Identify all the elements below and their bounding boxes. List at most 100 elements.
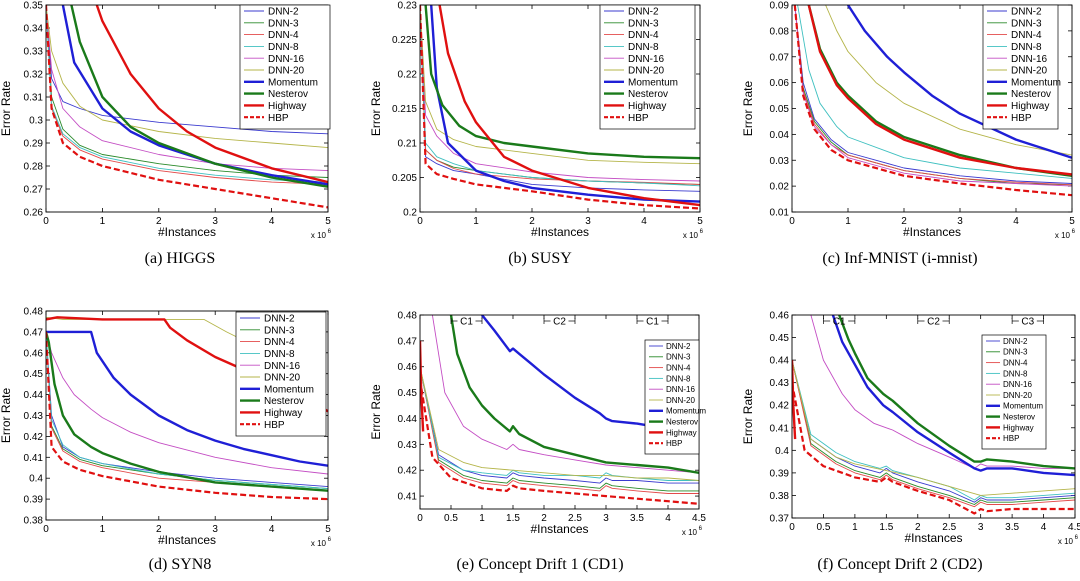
series-line-dnn-20 [420, 366, 699, 481]
y-tick-label: 0.45 [398, 388, 418, 399]
series-line-highway [420, 340, 425, 432]
x-tick-label: 0.5 [816, 522, 830, 533]
y-tick-label: 0.47 [24, 327, 44, 338]
y-tick-label: 0.4 [775, 446, 789, 457]
series-line-dnn-4 [794, 5, 1072, 186]
chart-svg-cd2: 0.37 0.38 0.39 0.4 0.41 0.42 0.43 0.44 0.45 0.46 0… [741, 311, 1080, 547]
legend-label: DNN-20 [1011, 66, 1048, 77]
x-exponent-label: x 10 [311, 231, 327, 240]
x-tick-label: 3.5 [630, 513, 644, 524]
legend-label: DNN-3 [666, 353, 691, 362]
caption-higgs: (a) HIGGS [144, 250, 216, 267]
legend-label: DNN-4 [268, 30, 299, 41]
y-tick-label: 0.46 [770, 311, 790, 322]
x-tick-label: 1 [479, 513, 485, 524]
legend-label: DNN-2 [1003, 337, 1028, 346]
y-tick-label: 0.08 [770, 26, 790, 37]
x-exponent-label: x 10 [1055, 231, 1071, 240]
x-axis-label: #Instances [158, 225, 216, 239]
chart-panel-infmnist: 0.01 0.02 0.03 0.04 0.05 0.06 0.07 0.08 0.09 0 1 2 3… [720, 0, 1080, 290]
y-tick-label: 0.44 [398, 414, 418, 425]
caption-cd1: (e) Concept Drift 1 (CD1) [456, 556, 624, 573]
y-tick-label: 0.34 [24, 24, 44, 35]
legend-box [644, 339, 700, 455]
x-tick-label: 3 [603, 513, 609, 524]
y-tick-label: 0.3 [29, 116, 43, 127]
y-tick-label: 0.215 [392, 104, 417, 115]
y-tick-label: 0.27 [24, 185, 44, 196]
x-axis-label: #Instances [158, 533, 216, 547]
series-line-dnn-4 [792, 360, 1075, 508]
y-tick-label: 0.43 [398, 440, 418, 451]
x-axis-label: #Instances [904, 531, 962, 545]
x-axis-label: #Instances [530, 522, 588, 536]
legend-label: DNN-3 [268, 18, 299, 29]
series-line-dnn-16 [46, 5, 328, 172]
series-line-dnn-20 [792, 359, 1075, 496]
legend-label: DNN-8 [1011, 42, 1042, 53]
legend-label: Momentum [628, 77, 678, 88]
legend-label: HBP [1011, 113, 1032, 124]
series-line-highway [95, 5, 328, 184]
chart-panel-cd1: 0.41 0.42 0.43 0.44 0.45 0.46 0.47 0.48 0 0.5 1 1.5… [360, 295, 720, 581]
y-tick-label: 0.02 [770, 182, 790, 193]
y-tick-label: 0.07 [770, 52, 790, 63]
legend-label: DNN-20 [628, 66, 665, 77]
x-exponent-power: 6 [700, 229, 704, 235]
y-tick-label: 0.26 [24, 208, 44, 219]
x-axis-label: #Instances [531, 225, 589, 239]
series-line-nesterov [449, 315, 699, 474]
series-line-dnn-20 [420, 5, 700, 165]
legend-label: DNN-16 [264, 361, 301, 372]
x-tick-label: 0 [789, 522, 795, 533]
y-tick-label: 0.06 [770, 78, 790, 89]
legend-label: DNN-16 [268, 54, 305, 65]
series-group [792, 315, 1075, 515]
legend-label: Momentum [1003, 402, 1043, 411]
x-tick-label: 3 [957, 216, 963, 227]
x-tick-label: 4.5 [692, 513, 706, 524]
legend-label: DNN-8 [1003, 369, 1028, 378]
legend-label: DNN-16 [1011, 54, 1048, 65]
series-line-nesterov [46, 331, 328, 492]
y-tick-label: 0.22 [398, 70, 418, 81]
y-tick-label: 0.32 [24, 70, 44, 81]
y-tick-label: 0.44 [24, 390, 44, 401]
legend-label: DNN-3 [628, 18, 659, 29]
chart-svg-susy: 0.2 0.205 0.21 0.215 0.22 0.225 0.23 0 1 2 3 4 5 #Ins… [369, 1, 704, 241]
legend-label: DNN-4 [1011, 30, 1042, 41]
x-tick-label: 1 [473, 216, 479, 227]
x-tick-label: 4 [1041, 522, 1047, 533]
legend-label: DNN-4 [1003, 358, 1028, 367]
y-axis-label: Error Rate [741, 81, 755, 137]
y-tick-label: 0.05 [770, 104, 790, 115]
y-tick-label: 0.23 [398, 1, 418, 12]
y-tick-label: 0.41 [24, 453, 44, 464]
x-tick-label: 1 [100, 216, 106, 227]
chart-svg-infmnist: 0.01 0.02 0.03 0.04 0.05 0.06 0.07 0.08 0.09 0 1 2 3… [741, 1, 1076, 241]
legend-box [981, 334, 1047, 450]
y-tick-label: 0.37 [770, 514, 790, 525]
x-tick-label: 4 [641, 216, 647, 227]
legend-label: HBP [628, 113, 649, 124]
plot-frame [791, 4, 1073, 213]
chart-svg-syn8: 0.38 0.39 0.4 0.41 0.42 0.43 0.44 0.45 0.46 0.47 0… [0, 307, 332, 549]
y-tick-label: 0.04 [770, 130, 790, 141]
legend-box [235, 311, 327, 437]
series-line-hbp [793, 5, 1072, 197]
legend-label: Highway [264, 408, 302, 419]
series-group [420, 315, 699, 505]
series-group [46, 5, 328, 209]
y-tick-label: 0.48 [24, 307, 44, 318]
y-tick-label: 0.35 [24, 1, 44, 12]
legend-label: DNN-2 [628, 7, 659, 18]
x-exponent-label: x 10 [682, 528, 698, 537]
concept-label: C3 [1021, 317, 1034, 328]
series-line-nesterov [838, 315, 1075, 470]
x-tick-label: 2 [156, 216, 162, 227]
series-line-dnn-20 [825, 5, 1072, 156]
x-tick-label: 5 [1069, 216, 1075, 227]
x-tick-label: 2 [156, 524, 162, 535]
y-tick-label: 0.2 [403, 208, 417, 219]
y-tick-label: 0.28 [24, 162, 44, 173]
